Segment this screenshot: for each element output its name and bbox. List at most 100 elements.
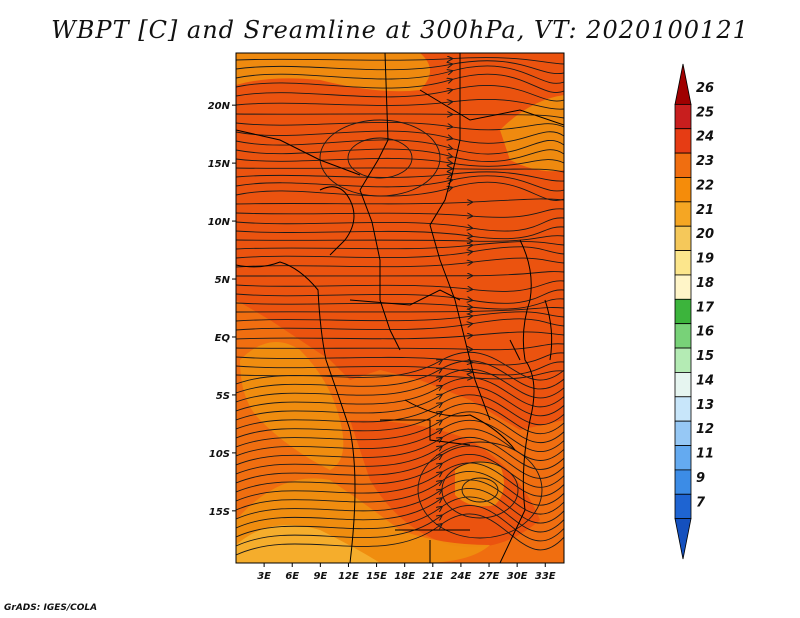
- colorbar-swatch: [674, 347, 692, 373]
- colorbar-label: 14: [696, 373, 714, 388]
- country-border: [509, 339, 521, 361]
- streamline: [236, 394, 564, 430]
- colorbar-swatch: [674, 128, 692, 154]
- colorbar-label: 24: [696, 130, 714, 145]
- streamline: [236, 168, 564, 173]
- colorbar-swatch: [674, 445, 692, 471]
- lon-tick-label: 12E: [338, 571, 359, 582]
- country-border: [419, 89, 564, 126]
- fill-region-21-22-vortex: [455, 461, 504, 507]
- colorbar-swatch: [674, 372, 692, 398]
- streamlines: [236, 58, 564, 556]
- streamline: [236, 289, 564, 304]
- lat-tick-label: 20N: [208, 101, 231, 112]
- colorbar-label: 18: [696, 276, 714, 291]
- software-credit: GrADS: IGES/COLA: [4, 603, 98, 613]
- colorbar-swatch: [674, 469, 692, 495]
- colorbar-label: 22: [696, 178, 714, 193]
- country-border: [499, 239, 535, 563]
- colorbar-swatch: [674, 177, 692, 203]
- lon-tick-label: 15E: [366, 571, 387, 582]
- colorbar: 26 25 24 23 22 21 20 19 18 17 16 15 14 13 12 11 9 7: [674, 63, 715, 560]
- colorbar-label: 21: [696, 203, 714, 218]
- lon-tick-label: 33E: [535, 571, 556, 582]
- streamline: [236, 298, 564, 309]
- country-border: [349, 289, 461, 306]
- lat-tick-label: 15N: [208, 159, 231, 170]
- lon-tick-label: 6E: [285, 571, 299, 582]
- lon-tick-label: 21E: [422, 571, 443, 582]
- colorbar-swatch: [674, 396, 692, 422]
- streamline: [236, 99, 564, 110]
- streamline-vortex: [461, 477, 499, 503]
- streamline: [236, 241, 564, 250]
- lon-tick-label: 27E: [479, 571, 500, 582]
- colorbar-label: 9: [696, 471, 705, 486]
- streamline: [236, 436, 564, 475]
- streamline: [236, 385, 564, 421]
- fill-region-23-24-north: [236, 53, 564, 430]
- streamline: [236, 462, 564, 502]
- map-plot-area: [236, 53, 564, 563]
- streamline: [236, 351, 564, 385]
- streamline: [236, 217, 564, 232]
- streamline: [236, 208, 564, 218]
- country-border: [380, 419, 471, 446]
- colorbar-swatch: [674, 298, 692, 325]
- streamline: [236, 85, 564, 102]
- colorbar-swatch: [674, 274, 692, 300]
- streamline: [236, 377, 564, 412]
- longitude-axis: 3E 6E 9E 12E 15E 18E 21E 24E 27E 30E 33E: [257, 563, 556, 582]
- country-border: [236, 129, 361, 176]
- colorbar-swatch: [674, 323, 692, 349]
- streamline-vortex: [417, 441, 543, 539]
- lat-tick-label: 10S: [209, 449, 230, 460]
- streamline: [236, 453, 564, 493]
- lon-tick-label: 30E: [507, 571, 528, 582]
- streamline: [236, 496, 564, 538]
- colorbar-label: 26: [696, 81, 714, 96]
- colorbar-label: 17: [696, 300, 715, 315]
- lon-tick-label: 9E: [313, 571, 327, 582]
- streamline: [236, 361, 564, 376]
- lat-tick-label: 5S: [216, 391, 230, 402]
- streamline: [236, 148, 564, 162]
- colorbar-label: 20: [696, 227, 714, 242]
- country-borders: [236, 53, 564, 563]
- colorbar-arrow-bottom: [674, 518, 692, 560]
- streamline: [236, 172, 564, 182]
- lat-tick-label: EQ: [215, 333, 231, 344]
- colorbar-label: 16: [696, 325, 714, 340]
- country-border: [429, 53, 491, 421]
- streamline: [236, 402, 564, 439]
- lon-tick-label: 18E: [394, 571, 415, 582]
- streamline: [236, 181, 564, 201]
- streamline: [236, 235, 564, 242]
- streamline: [236, 139, 564, 155]
- colorbar-label: 25: [696, 105, 714, 120]
- colorbar-label: 12: [696, 422, 714, 437]
- streamline: [236, 246, 564, 259]
- streamline: [236, 311, 564, 322]
- colorbar-label: 19: [696, 252, 714, 267]
- map-frame: [235, 52, 565, 564]
- streamline: [236, 445, 564, 484]
- colorbar-label: 15: [696, 349, 714, 364]
- streamline: [236, 130, 564, 144]
- streamline: [236, 343, 564, 350]
- colorbar-swatch: [674, 103, 692, 130]
- streamline: [236, 73, 564, 93]
- lat-tick-label: 15S: [209, 507, 230, 518]
- colorbar-swatch: [674, 493, 692, 520]
- fill-region-23-24-south: [350, 420, 540, 548]
- colorbar-label: 13: [696, 398, 714, 413]
- streamline: [236, 121, 564, 131]
- streamline: [236, 257, 564, 268]
- country-border: [544, 299, 553, 361]
- colorbar-swatch: [674, 201, 692, 227]
- streamline-vortex: [347, 137, 413, 179]
- lat-tick-label: 5N: [215, 275, 231, 286]
- colorbar-label: 11: [696, 447, 714, 462]
- colorbar-swatch: [674, 152, 692, 178]
